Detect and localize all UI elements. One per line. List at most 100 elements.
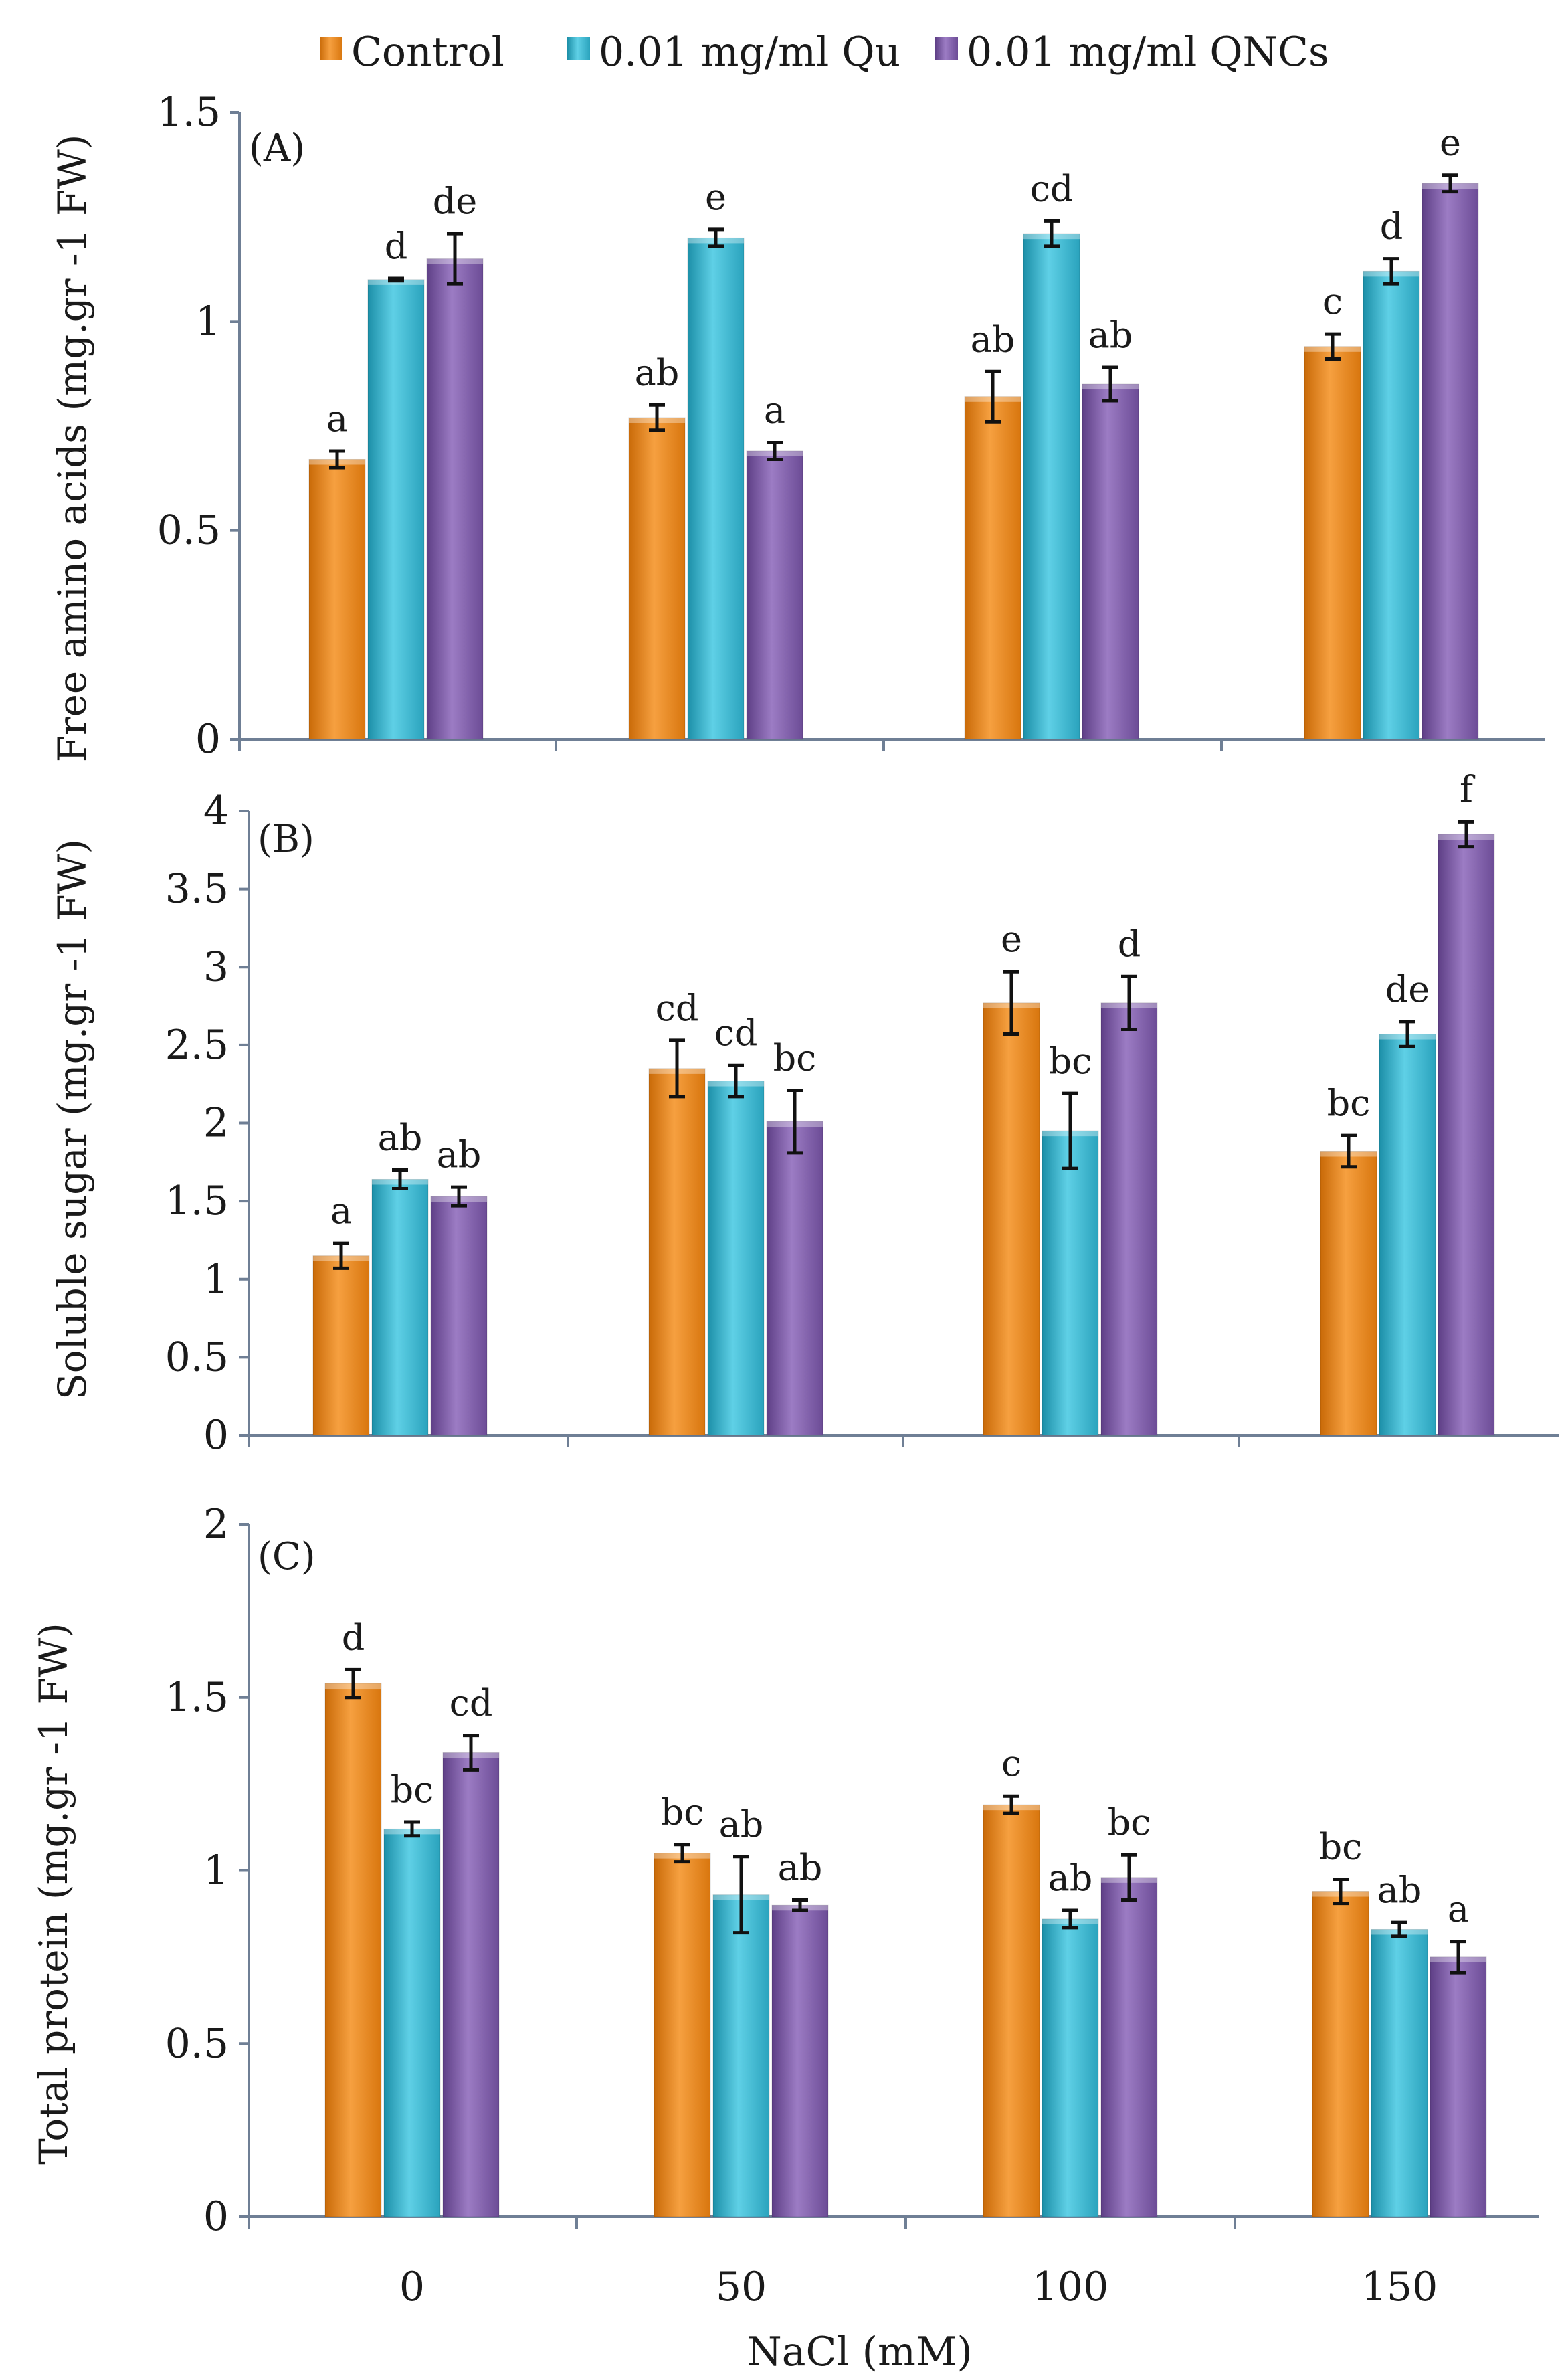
panel-a-free-amino-acids: Free amino acids (mg.gr -1 FW) (A) 0 0.5 1…: [50, 89, 1545, 763]
bar-control-50: [628, 417, 686, 740]
significance-letter-control-100: c: [1001, 1742, 1021, 1785]
legend-item-qncs: 0.01 mg/ml QNCs: [935, 29, 1329, 76]
bar-control-0: [312, 1255, 370, 1436]
significance-letter-qncs-0: ab: [437, 1133, 482, 1176]
panel-2-y-tick-label: 1.5: [165, 1674, 229, 1721]
bar-control-0: [308, 458, 366, 740]
significance-letter-qncs-100: d: [1118, 923, 1141, 965]
bar-qu-100: [1023, 233, 1080, 740]
significance-letter-control-50: bc: [661, 1791, 704, 1833]
significance-letter-control-100: ab: [971, 318, 1015, 360]
significance-letter-qncs-150: e: [1440, 122, 1461, 164]
bar-qu-100: [1042, 1918, 1099, 2217]
bar-qu-150: [1363, 270, 1420, 740]
bar-qu-50: [687, 237, 745, 740]
panel-b-y-axis-label: Soluble sugar (mg.gr -1 FW): [50, 839, 95, 1400]
bar-qncs-100: [1100, 1002, 1158, 1436]
panel-0-y-tick-label: 0: [195, 716, 221, 763]
bar-qncs-50: [766, 1121, 823, 1436]
bar-qncs-50: [746, 450, 803, 740]
significance-letter-control-0: a: [330, 1190, 352, 1232]
significance-letter-qncs-0: cd: [450, 1682, 493, 1724]
bar-qu-50: [712, 1894, 770, 2217]
significance-letter-qncs-100: ab: [1088, 314, 1133, 356]
legend-swatch-qu: [567, 37, 590, 60]
x-tick-label-100: 100: [1032, 2264, 1109, 2310]
bar-qncs-100: [1100, 1877, 1158, 2217]
x-axis-label: NaCl (mM): [747, 2329, 973, 2374]
legend-label-qncs: 0.01 mg/ml QNCs: [967, 29, 1329, 76]
bar-control-150: [1320, 1150, 1377, 1436]
panel-1-y-tick-label: 4: [203, 788, 229, 834]
legend-swatch-control: [320, 37, 342, 60]
panel-a-y-axis-label: Free amino acids (mg.gr -1 FW): [50, 134, 95, 763]
legend-swatch-qncs: [935, 37, 958, 60]
panel-1-y-tick-label: 2: [203, 1100, 229, 1147]
bar-qncs-150: [1422, 183, 1479, 740]
legend-item-control: Control: [320, 29, 504, 76]
panel-2-y-tick-label: 0: [203, 2193, 229, 2240]
panel-c-label: (C): [258, 1535, 316, 1578]
bar-control-100: [983, 1804, 1040, 2217]
significance-letter-qu-100: bc: [1049, 1040, 1092, 1082]
panel-2-y-tick-label: 1: [203, 1847, 229, 1894]
panel-b-label: (B): [258, 818, 314, 861]
bar-qu-150: [1371, 1928, 1428, 2217]
bar-control-50: [654, 1853, 711, 2217]
significance-letter-control-0: d: [342, 1616, 365, 1658]
panel-c-y-axis-label: Total protein (mg.gr -1 FW): [31, 1623, 76, 2165]
bar-qu-50: [707, 1081, 765, 1436]
panel-1-y-tick-label: 3.5: [165, 866, 229, 913]
bar-qu-0: [383, 1828, 441, 2217]
significance-letter-qncs-50: bc: [773, 1037, 817, 1079]
bar-qncs-0: [442, 1752, 500, 2217]
x-tick-label-50: 50: [716, 2264, 767, 2310]
panel-a-label: (A): [249, 126, 305, 170]
significance-letter-qu-50: e: [705, 176, 726, 218]
panel-b-soluble-sugar: Soluble sugar (mg.gr -1 FW) (B) 0 0.5 1 1.5…: [50, 768, 1559, 1459]
panel-c-total-protein: Total protein (mg.gr -1 FW) (C) NaCl (mM…: [31, 1501, 1539, 2374]
significance-letter-qu-150: ab: [1377, 1869, 1422, 1911]
bar-control-100: [983, 1002, 1040, 1436]
significance-letter-qu-50: cd: [714, 1012, 758, 1054]
significance-letter-control-50: cd: [656, 987, 699, 1029]
significance-letter-control-50: ab: [635, 351, 680, 393]
panel-2-y-tick-label: 0.5: [165, 2020, 229, 2067]
panel-2-y-tick-label: 2: [203, 1501, 229, 1548]
panel-0-y-tick-label: 1: [195, 298, 221, 345]
bar-qncs-0: [426, 258, 484, 740]
bar-control-150: [1304, 346, 1361, 740]
bar-qu-150: [1379, 1034, 1436, 1436]
significance-letter-qu-0: ab: [378, 1116, 423, 1158]
panel-0-y-tick-label: 0.5: [157, 507, 221, 554]
bar-qu-0: [371, 1178, 429, 1436]
significance-letter-qncs-150: f: [1460, 768, 1476, 810]
bar-qu-0: [367, 279, 425, 740]
significance-letter-qu-150: de: [1385, 968, 1430, 1010]
bar-qu-100: [1042, 1130, 1099, 1436]
significance-letter-qncs-0: de: [433, 180, 478, 222]
significance-letter-qu-150: d: [1380, 205, 1403, 248]
bar-control-50: [648, 1068, 706, 1436]
panel-1-y-tick-label: 1: [203, 1256, 229, 1303]
significance-letter-control-150: c: [1322, 280, 1343, 323]
legend-label-qu: 0.01 mg/ml Qu: [599, 29, 900, 76]
bar-qncs-0: [430, 1196, 488, 1436]
panel-1-y-tick-label: 3: [203, 943, 229, 990]
bar-qncs-150: [1430, 1956, 1487, 2217]
bar-qncs-100: [1082, 383, 1139, 740]
panel-1-y-tick-label: 2.5: [165, 1022, 229, 1069]
panel-1-y-tick-label: 0: [203, 1412, 229, 1459]
x-tick-label-0: 0: [399, 2264, 425, 2310]
bar-qncs-150: [1438, 834, 1495, 1436]
significance-letter-qu-100: cd: [1030, 167, 1074, 209]
legend-label-control: Control: [351, 29, 504, 76]
significance-letter-qu-0: d: [385, 225, 408, 267]
significance-letter-qncs-50: ab: [778, 1846, 823, 1888]
panel-0-y-tick-label: 1.5: [157, 89, 221, 136]
significance-letter-qncs-50: a: [764, 389, 785, 431]
legend: Control 0.01 mg/ml Qu 0.01 mg/ml QNCs: [320, 29, 1329, 76]
panel-1-y-tick-label: 1.5: [165, 1178, 229, 1224]
legend-item-qu: 0.01 mg/ml Qu: [567, 29, 900, 76]
